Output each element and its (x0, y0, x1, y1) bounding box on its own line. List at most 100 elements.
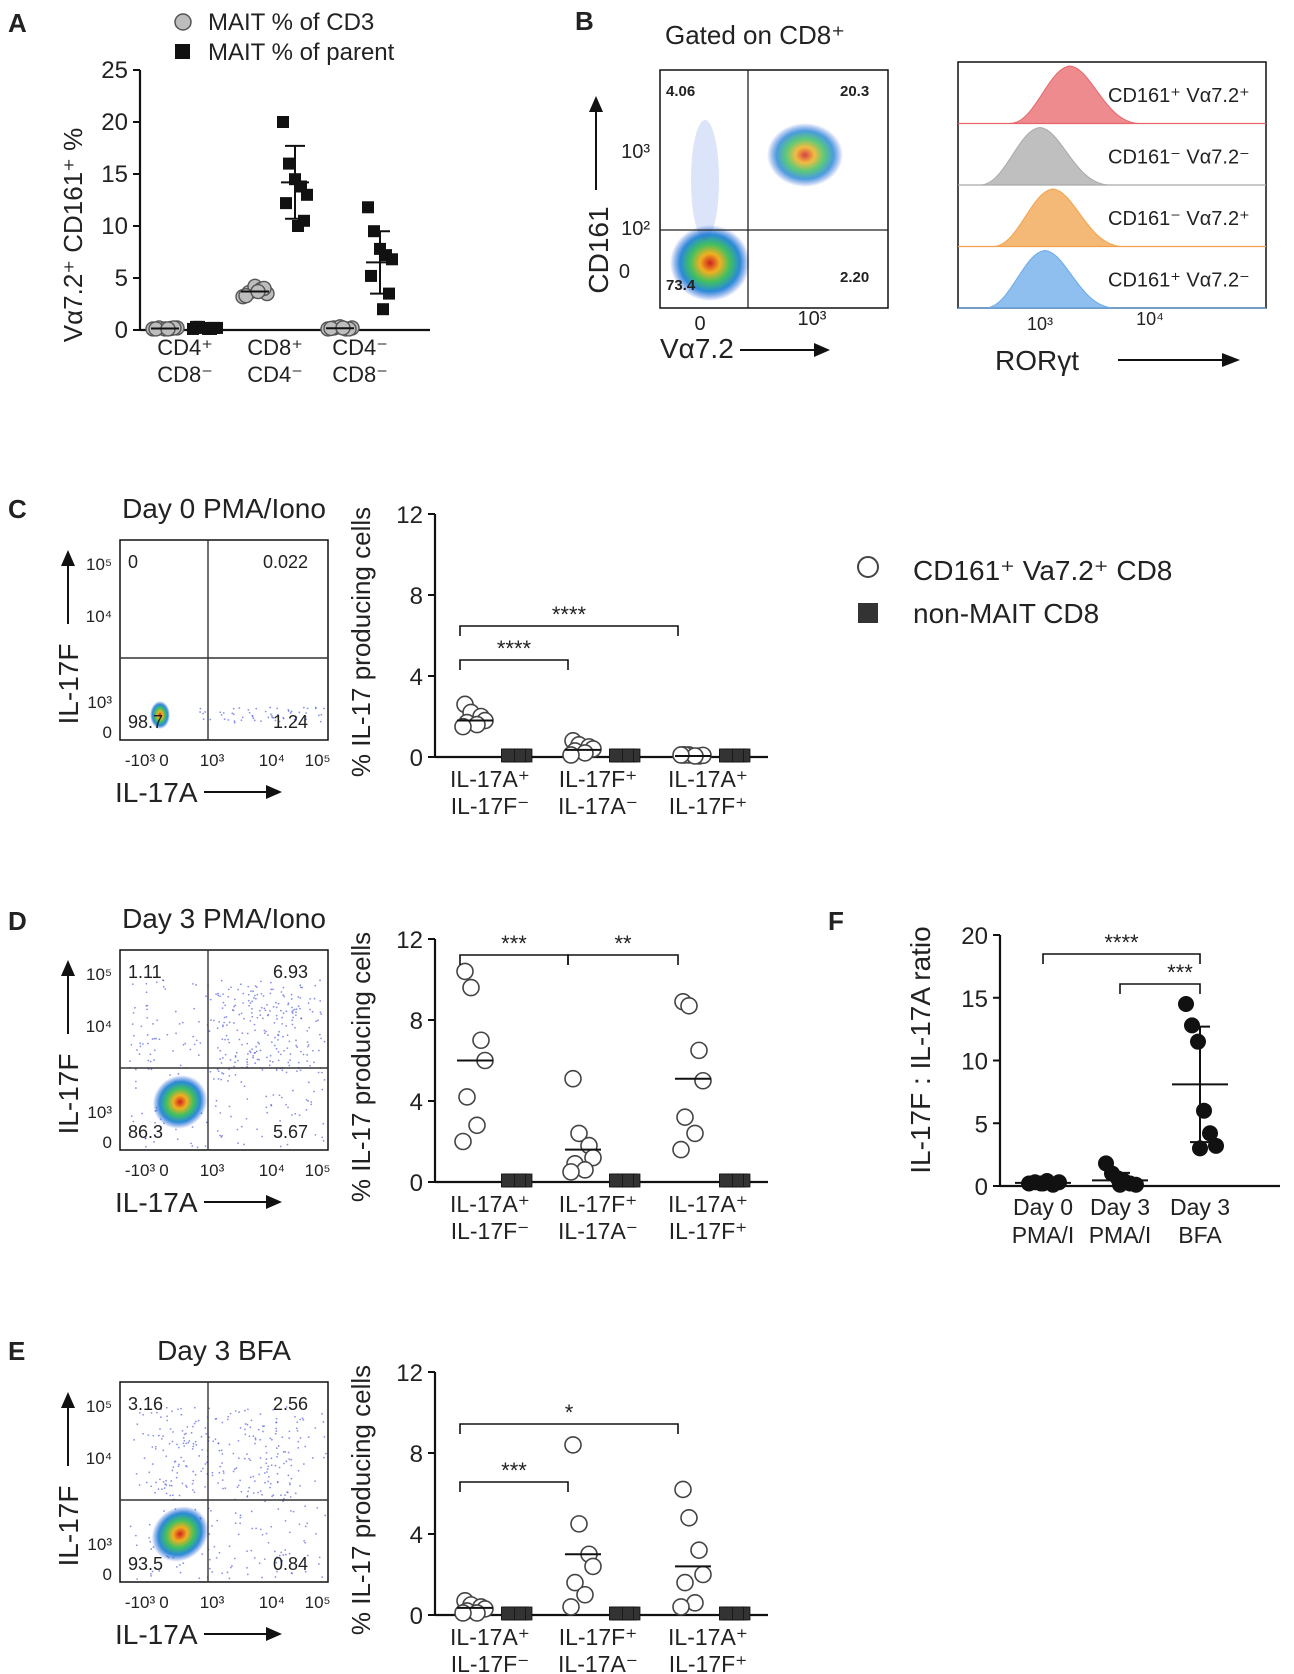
flow-event (185, 1484, 187, 1487)
prod-group-label: IL-17F⁻ (451, 1651, 530, 1674)
flow-event (309, 997, 311, 1000)
flow-event (284, 1553, 287, 1556)
flow-xtick: -10³ (125, 1161, 156, 1180)
flow-event (169, 1074, 171, 1076)
flow-event (160, 1408, 162, 1411)
flow-event (304, 1541, 307, 1544)
flow-event (305, 1098, 308, 1101)
flow-event (240, 1012, 243, 1015)
flow-event (251, 1015, 254, 1018)
panel-b: Gated on CD8⁺ 4.06 20.3 73.4 2.20 0 10² … (583, 20, 1267, 376)
flow-event (236, 1029, 239, 1032)
prod-point-mait (690, 1041, 708, 1060)
panel-b-xtick-1: 10³ (798, 308, 827, 330)
quadrant-tl: 1.11 (128, 962, 162, 982)
flow-event (152, 1434, 155, 1437)
prod-ytick-label: 0 (410, 1170, 423, 1197)
flow-event (293, 1008, 296, 1011)
flow-y-arrow-head (61, 960, 75, 976)
flow-event (168, 1484, 171, 1487)
flow-event (296, 1429, 299, 1432)
flow-event (299, 1437, 302, 1439)
sig-bracket (1042, 953, 1201, 964)
flow-event (301, 986, 304, 989)
flow-event (252, 1475, 255, 1478)
sig-bracket (567, 954, 679, 965)
flow-event (254, 1029, 256, 1032)
panel-b-ytick-0: 0 (619, 261, 630, 283)
flow-event (255, 1045, 257, 1048)
flow-event (295, 1044, 298, 1047)
flow-event (287, 710, 290, 712)
panel-f-group-label: PMA/I (1089, 1222, 1152, 1248)
flow-event (252, 1492, 255, 1495)
flow-event (309, 1008, 311, 1011)
flow-event (199, 711, 201, 713)
prod-point-mait (584, 1557, 602, 1576)
prod-point-nonmait (719, 748, 733, 763)
flow-event (242, 1017, 245, 1020)
flow-event (287, 1061, 290, 1064)
flow-event (132, 1120, 135, 1123)
flow-event (306, 1522, 309, 1525)
flow-event (274, 1036, 276, 1039)
flow-event (134, 1068, 137, 1071)
flow-event (242, 1002, 245, 1004)
prod-group-label: IL-17A⁺ (668, 1191, 748, 1217)
flow-event (257, 1491, 259, 1494)
flow-event (280, 1551, 283, 1554)
sig-label: ** (614, 931, 632, 956)
flow-event (272, 1094, 275, 1096)
flow-event (155, 981, 158, 984)
flow-event (221, 1072, 223, 1074)
flow-event (310, 1101, 313, 1103)
prod-group-label: IL-17A⁺ (450, 1191, 530, 1217)
flow-event (197, 1419, 200, 1422)
flow-event (166, 1419, 169, 1422)
panel-a-chart: MAIT % of CD3 MAIT % of parent Vα7.2⁺ CD… (58, 9, 430, 387)
flow-event (217, 1078, 220, 1080)
flow-event (264, 1481, 266, 1484)
flow-event (231, 712, 234, 715)
panel-a-ytick-label: 20 (101, 109, 128, 136)
flow-event (299, 986, 302, 989)
flow-event (303, 1539, 306, 1542)
flow-event (176, 1471, 179, 1474)
flow-event (221, 1421, 224, 1424)
flow-event (180, 1407, 182, 1410)
flow-event (226, 1418, 229, 1421)
flow-event (263, 1425, 265, 1427)
flow-event (178, 1463, 180, 1466)
flow-event (232, 707, 235, 710)
panel-a-point-parent (377, 303, 389, 316)
flow-event (148, 1471, 151, 1474)
flow-event (222, 993, 225, 995)
flow-event (219, 711, 222, 714)
flow-event (247, 1490, 250, 1493)
panel-a-ytick-label: 5 (115, 265, 128, 292)
prod-point-mait (456, 962, 474, 981)
legend-marker-nonmait (858, 603, 878, 623)
panel-f-ytick-label: 15 (961, 986, 988, 1013)
flow-event (275, 1421, 278, 1424)
flow-ytick: 10⁵ (86, 1397, 112, 1416)
flow-event (319, 1011, 322, 1013)
flow-event (131, 983, 134, 986)
flow-event (244, 1433, 247, 1436)
flow-event (199, 1042, 202, 1044)
flow-event (278, 720, 281, 723)
flow-event (322, 1139, 325, 1142)
flow-event (281, 1069, 284, 1072)
flow-event (277, 1050, 280, 1053)
flow-xtick: 10⁴ (259, 1161, 285, 1180)
flow-event (151, 1038, 154, 1040)
flow-event (176, 1443, 178, 1446)
flow-event (307, 1044, 310, 1046)
flow-event (237, 1439, 240, 1442)
flow-event (244, 1428, 246, 1431)
flow-event (182, 1562, 185, 1565)
flow-event (285, 1071, 288, 1074)
flow-event (165, 1455, 168, 1458)
flow-event (287, 1106, 289, 1109)
